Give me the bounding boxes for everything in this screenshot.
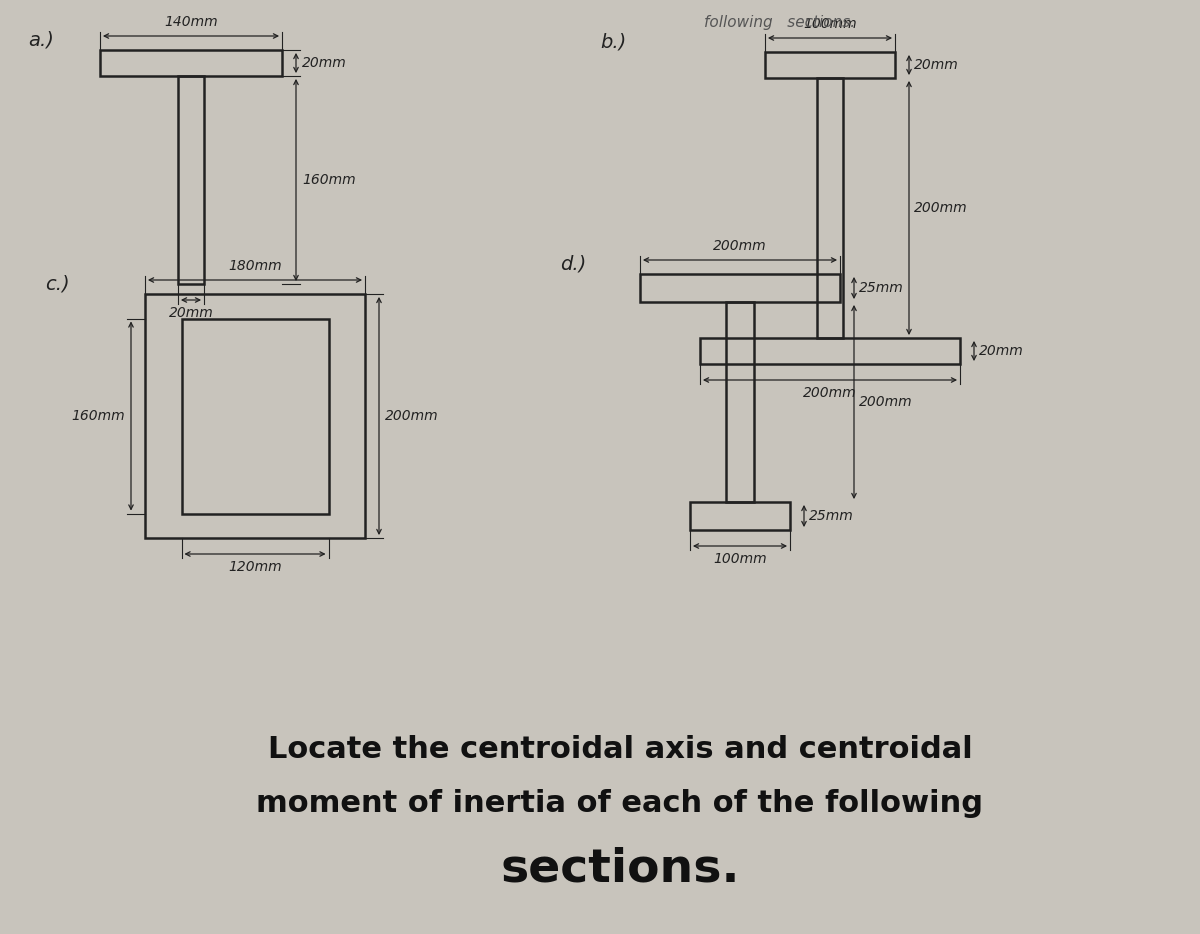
Text: 20mm: 20mm (302, 56, 347, 70)
Bar (145, 294, 365, 538)
Text: 200mm: 200mm (859, 395, 913, 409)
Text: moment of inertia of each of the following: moment of inertia of each of the followi… (257, 789, 984, 818)
Bar (178, 76, 204, 284)
Bar (690, 502, 790, 530)
Text: b.): b.) (600, 33, 626, 51)
Bar (726, 302, 754, 502)
Text: 25mm: 25mm (809, 509, 853, 523)
Text: c.): c.) (46, 275, 70, 293)
Bar (100, 50, 282, 76)
Text: 160mm: 160mm (71, 409, 125, 423)
Text: a.): a.) (28, 31, 54, 50)
Bar (766, 52, 895, 78)
Text: 20mm: 20mm (169, 306, 214, 320)
Text: 180mm: 180mm (228, 259, 282, 273)
Text: 140mm: 140mm (164, 15, 218, 29)
Text: 25mm: 25mm (859, 281, 904, 295)
Text: 100mm: 100mm (803, 17, 857, 31)
Text: 100mm: 100mm (713, 552, 767, 566)
Text: 120mm: 120mm (228, 560, 282, 574)
Text: 20mm: 20mm (914, 58, 959, 72)
Bar (700, 338, 960, 364)
Text: following   sections.: following sections. (704, 15, 856, 30)
Text: 160mm: 160mm (302, 173, 355, 187)
Text: sections.: sections. (500, 846, 739, 891)
Text: Locate the centroidal axis and centroidal: Locate the centroidal axis and centroida… (268, 734, 972, 763)
Text: 200mm: 200mm (713, 239, 767, 253)
Text: 200mm: 200mm (914, 201, 967, 215)
Bar (181, 318, 329, 514)
Text: 200mm: 200mm (803, 386, 857, 400)
Text: 200mm: 200mm (385, 409, 439, 423)
Text: 20mm: 20mm (979, 344, 1024, 358)
Text: d.): d.) (560, 254, 587, 274)
Bar (640, 274, 840, 302)
Bar (817, 78, 842, 338)
